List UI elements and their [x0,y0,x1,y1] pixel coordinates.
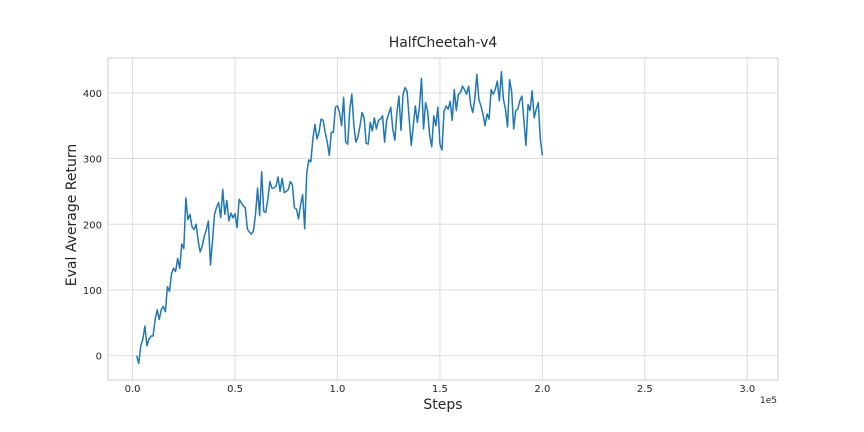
grid [108,58,778,380]
x-tick-label: 0.0 [125,384,141,395]
x-axis-offset-label: 1e5 [760,396,777,406]
x-tick-label: 2.0 [534,384,550,395]
x-axis-label: Steps [423,397,462,413]
y-tick-label: 0 [96,352,102,363]
plot-frame [107,57,779,381]
x-tick-label: 3.0 [739,384,755,395]
x-tick-label: 1.0 [330,384,346,395]
y-tick-label: 100 [83,286,102,297]
x-tick-label: 2.5 [637,384,653,395]
chart-title: HalfCheetah-v4 [389,35,498,51]
y-tick-label: 200 [83,220,102,231]
series-line-eval-return [135,71,544,365]
x-tick-label: 0.5 [227,384,243,395]
y-tick-label: 300 [83,155,102,166]
x-tick-label: 1.5 [432,384,448,395]
tick-labels: 0.0 0.5 1.0 1.5 2.0 2.5 3.0 0 100 200 300 400 [83,89,755,395]
y-axis-label: Eval Average Return [64,144,80,286]
y-tick-label: 400 [83,89,102,100]
